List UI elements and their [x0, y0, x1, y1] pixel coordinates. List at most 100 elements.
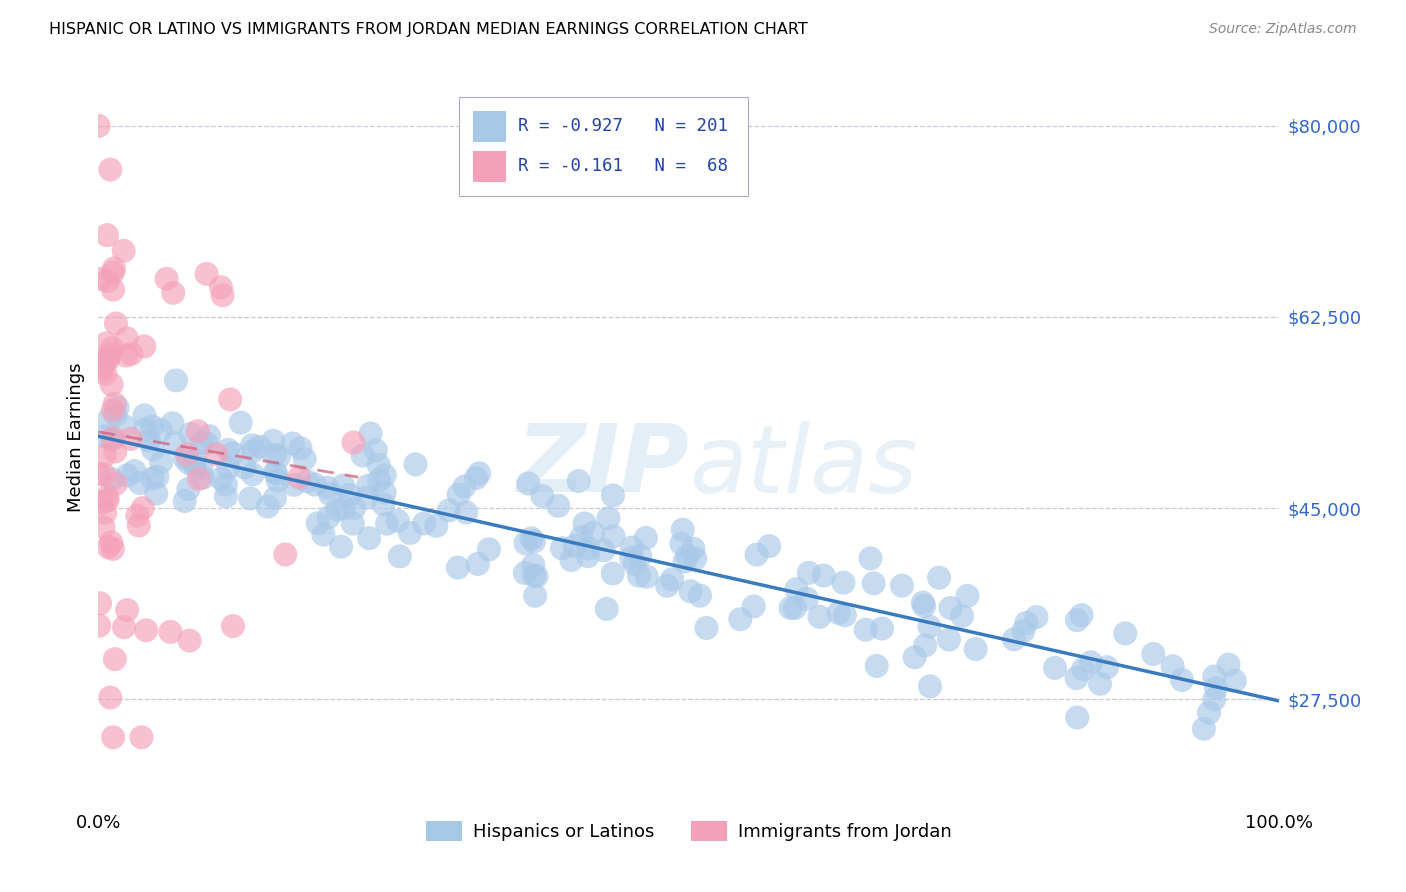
Point [742, 599, 765, 614]
Point [1088, 677, 1111, 691]
Point [101, 265, 124, 279]
Point [602, 566, 624, 581]
Point [256, 500, 278, 514]
Legend: Hispanics or Latinos, Immigrants from Jordan: Hispanics or Latinos, Immigrants from Jo… [419, 814, 959, 848]
Point [1012, 624, 1035, 639]
Point [134, 339, 156, 353]
Point [89, 596, 111, 610]
Point [425, 518, 447, 533]
Point [447, 487, 470, 501]
Point [104, 317, 127, 331]
Point [195, 436, 218, 450]
Point [413, 516, 436, 531]
Point [1080, 656, 1102, 670]
Point [326, 503, 349, 517]
Point [813, 568, 835, 582]
Point [636, 570, 658, 584]
Point [571, 530, 593, 544]
Point [388, 549, 411, 564]
Point [112, 620, 135, 634]
Point [342, 516, 364, 531]
Point [673, 554, 696, 568]
Point [671, 537, 693, 551]
Point [728, 612, 751, 626]
Point [264, 491, 287, 505]
Point [517, 476, 540, 491]
Point [453, 480, 475, 494]
Point [904, 650, 927, 665]
Point [560, 553, 582, 567]
Point [100, 535, 122, 549]
Point [374, 485, 396, 500]
Point [592, 543, 614, 558]
Point [576, 541, 599, 556]
Point [209, 472, 232, 486]
Point [173, 494, 195, 508]
Point [215, 489, 238, 503]
Point [222, 619, 245, 633]
Point [233, 460, 256, 475]
Point [1204, 692, 1226, 706]
Point [120, 347, 142, 361]
Point [339, 488, 361, 502]
Point [267, 474, 290, 488]
Point [307, 516, 329, 531]
Point [94, 506, 117, 520]
Point [465, 471, 488, 485]
Point [437, 503, 460, 517]
Point [1071, 662, 1094, 676]
Point [104, 476, 127, 491]
Point [104, 397, 127, 411]
Point [274, 548, 297, 562]
Point [1205, 681, 1227, 695]
Point [866, 659, 889, 673]
Point [689, 589, 711, 603]
Point [179, 633, 201, 648]
Point [523, 534, 546, 549]
Point [1095, 660, 1118, 674]
Point [290, 442, 312, 456]
Point [94, 336, 117, 351]
Point [870, 622, 893, 636]
Point [447, 560, 470, 574]
Point [264, 465, 287, 479]
Point [94, 355, 117, 369]
Point [520, 532, 543, 546]
Point [100, 377, 122, 392]
Point [89, 359, 111, 374]
Point [628, 549, 651, 563]
Point [524, 589, 547, 603]
Point [165, 373, 187, 387]
Point [515, 536, 537, 550]
Point [1066, 710, 1088, 724]
Point [574, 516, 596, 531]
Point [190, 436, 212, 450]
FancyBboxPatch shape [458, 97, 748, 195]
Point [187, 472, 209, 486]
Point [94, 367, 117, 381]
Point [104, 652, 127, 666]
Point [319, 487, 342, 501]
Point [657, 579, 679, 593]
Point [138, 434, 160, 448]
Point [242, 467, 264, 482]
Point [1204, 669, 1226, 683]
Point [101, 731, 124, 745]
FancyBboxPatch shape [472, 111, 506, 142]
Point [342, 435, 364, 450]
Point [676, 549, 699, 563]
Point [141, 419, 163, 434]
Text: R = -0.927   N = 201: R = -0.927 N = 201 [517, 117, 728, 136]
Point [101, 541, 124, 556]
Point [598, 511, 620, 525]
Point [1161, 659, 1184, 673]
Point [162, 417, 184, 431]
Point [1002, 632, 1025, 647]
Point [93, 429, 115, 443]
Point [101, 431, 124, 445]
Point [827, 606, 849, 620]
Point [950, 609, 973, 624]
Point [242, 444, 264, 458]
Point [267, 450, 290, 464]
Point [404, 458, 426, 472]
